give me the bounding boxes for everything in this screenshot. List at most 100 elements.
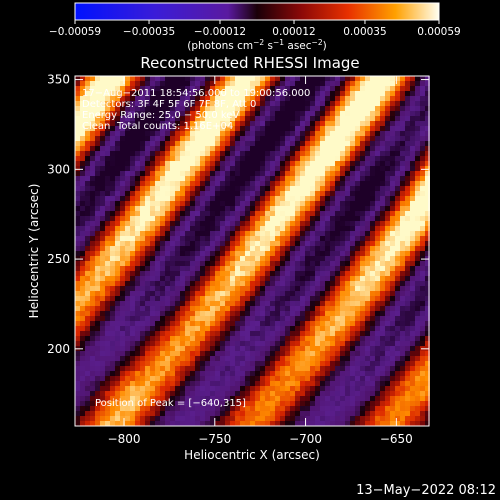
heatmap-cell	[410, 326, 415, 331]
heatmap-cell	[175, 156, 180, 161]
heatmap-cell	[345, 111, 350, 116]
heatmap-cell	[90, 141, 95, 146]
heatmap-cell	[155, 216, 160, 221]
heatmap-cell	[295, 186, 300, 191]
heatmap-cell	[160, 186, 165, 191]
heatmap-cell	[255, 331, 260, 336]
colorbar: −0.00059 −0.00035 −0.00012 0.00012 0.00035 0.…	[49, 2, 461, 52]
heatmap-cell	[170, 256, 175, 261]
heatmap-cell	[325, 276, 330, 281]
heatmap-cell	[395, 101, 400, 106]
heatmap-cell	[380, 371, 385, 376]
heatmap-cell	[160, 301, 165, 306]
heatmap-cell	[350, 271, 355, 276]
heatmap-cell	[120, 146, 125, 151]
heatmap-cell	[100, 166, 105, 171]
heatmap-cell	[120, 366, 125, 371]
heatmap-cell	[420, 106, 425, 111]
heatmap-cell	[350, 416, 355, 421]
heatmap-cell	[420, 141, 425, 146]
heatmap-cell	[235, 241, 240, 246]
heatmap-cell	[275, 306, 280, 311]
heatmap-cell	[285, 166, 290, 171]
heatmap-cell	[400, 396, 405, 401]
heatmap-cell	[425, 106, 430, 111]
heatmap-cell	[100, 161, 105, 166]
heatmap-cell	[315, 221, 320, 226]
heatmap-cell	[415, 421, 420, 426]
heatmap-cell	[265, 301, 270, 306]
heatmap-cell	[90, 116, 95, 121]
heatmap-cell	[210, 401, 215, 406]
heatmap-cell	[120, 116, 125, 121]
heatmap-cell	[190, 296, 195, 301]
heatmap-cell	[380, 216, 385, 221]
heatmap-cell	[130, 191, 135, 196]
heatmap-cell	[375, 196, 380, 201]
heatmap-cell	[105, 76, 110, 81]
heatmap-cell	[210, 416, 215, 421]
heatmap-cell	[120, 371, 125, 376]
heatmap-cell	[425, 301, 430, 306]
heatmap-cell	[250, 421, 255, 426]
heatmap-cell	[400, 126, 405, 131]
heatmap-cell	[410, 401, 415, 406]
heatmap-cell	[290, 381, 295, 386]
heatmap-cell	[170, 341, 175, 346]
heatmap-cell	[375, 351, 380, 356]
heatmap-cell	[325, 86, 330, 91]
heatmap-cell	[90, 321, 95, 326]
heatmap-cell	[270, 326, 275, 331]
heatmap-cell	[75, 216, 80, 221]
heatmap-cell	[220, 141, 225, 146]
heatmap-cell	[285, 181, 290, 186]
heatmap-cell	[205, 366, 210, 371]
heatmap-cell	[190, 246, 195, 251]
heatmap-cell	[205, 226, 210, 231]
heatmap-cell	[315, 206, 320, 211]
heatmap-cell	[105, 326, 110, 331]
heatmap-cell	[350, 221, 355, 226]
heatmap-cell	[90, 386, 95, 391]
heatmap-cell	[375, 216, 380, 221]
heatmap-cell	[210, 106, 215, 111]
heatmap-cell	[220, 381, 225, 386]
heatmap-cell	[390, 296, 395, 301]
heatmap-cell	[245, 166, 250, 171]
heatmap-cell	[395, 266, 400, 271]
heatmap-cell	[75, 301, 80, 306]
heatmap-cell	[175, 331, 180, 336]
heatmap-cell	[130, 291, 135, 296]
heatmap-cell	[245, 141, 250, 146]
heatmap-cell	[115, 186, 120, 191]
heatmap-cell	[220, 146, 225, 151]
heatmap-cell	[370, 416, 375, 421]
heatmap-cell	[80, 196, 85, 201]
heatmap-cell	[250, 226, 255, 231]
heatmap-cell	[330, 266, 335, 271]
heatmap-cell	[175, 251, 180, 256]
heatmap-cell	[140, 251, 145, 256]
heatmap-cell	[300, 376, 305, 381]
heatmap-cell	[240, 116, 245, 121]
heatmap-cell	[375, 381, 380, 386]
heatmap-cell	[105, 211, 110, 216]
heatmap-cell	[195, 231, 200, 236]
heatmap-cell	[425, 411, 430, 416]
heatmap-cell	[225, 321, 230, 326]
heatmap-cell	[205, 266, 210, 271]
heatmap-cell	[250, 196, 255, 201]
heatmap-cell	[415, 176, 420, 181]
heatmap-cell	[260, 81, 265, 86]
heatmap-cell	[80, 291, 85, 296]
heatmap-cell	[280, 316, 285, 321]
heatmap-cell	[345, 221, 350, 226]
heatmap-cell	[230, 276, 235, 281]
heatmap-cell	[130, 186, 135, 191]
heatmap-cell	[410, 196, 415, 201]
heatmap-cell	[300, 151, 305, 156]
heatmap-cell	[225, 331, 230, 336]
heatmap-cell	[345, 231, 350, 236]
heatmap-cell	[415, 341, 420, 346]
heatmap-cell	[275, 191, 280, 196]
